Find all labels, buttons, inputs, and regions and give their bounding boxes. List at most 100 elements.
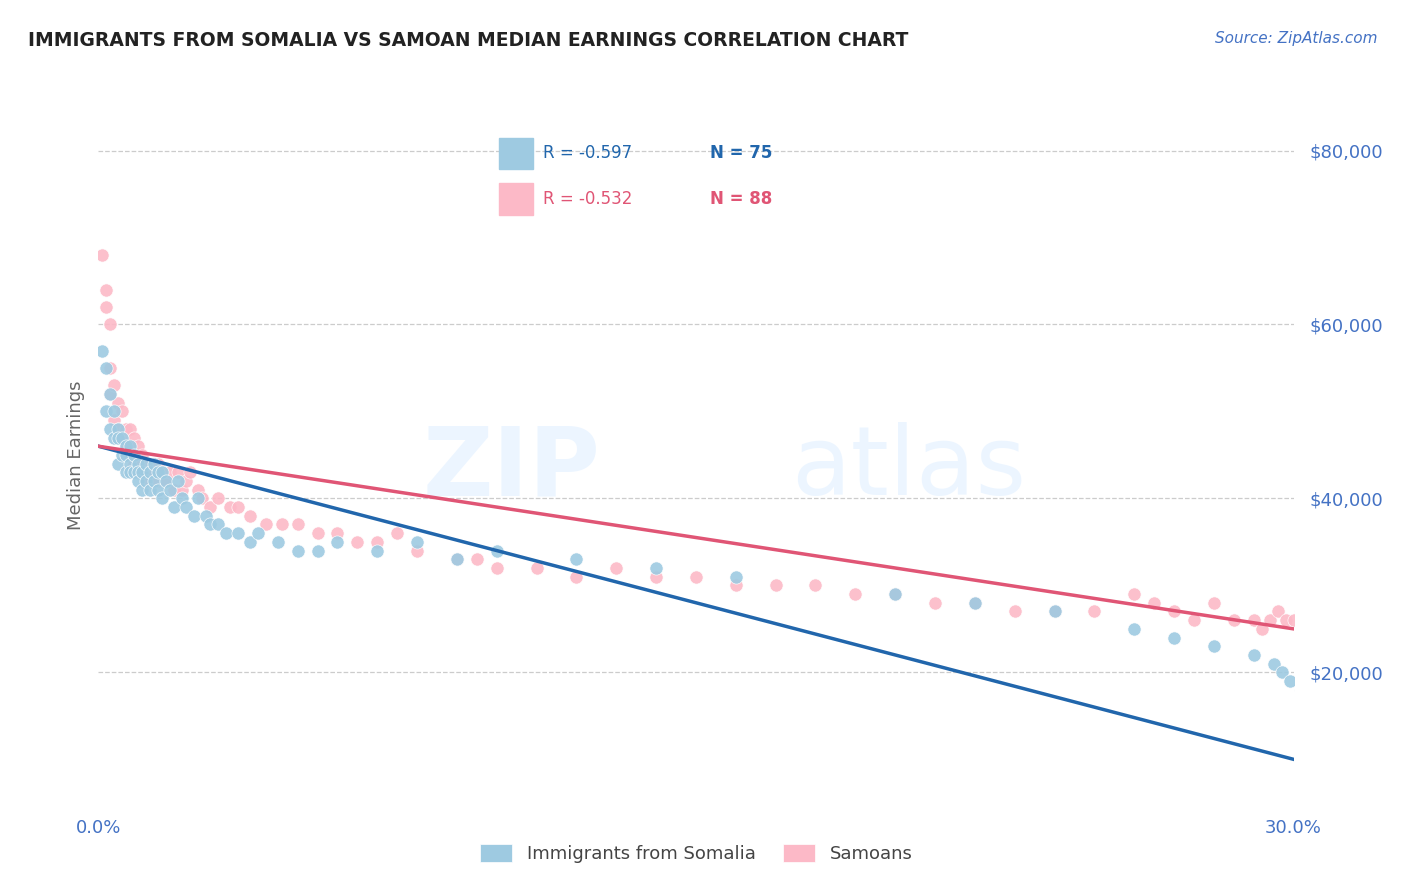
Point xyxy=(135,474,157,488)
Point xyxy=(127,457,149,471)
Point xyxy=(605,561,627,575)
Point xyxy=(724,578,747,592)
Point xyxy=(198,517,221,532)
Point xyxy=(1182,613,1205,627)
Point xyxy=(111,404,134,418)
Point xyxy=(270,517,292,532)
Point xyxy=(287,517,309,532)
Point xyxy=(226,500,249,514)
Point xyxy=(103,404,125,418)
Point xyxy=(107,430,129,444)
Point xyxy=(155,474,177,488)
Point xyxy=(1282,613,1305,627)
Point xyxy=(91,248,114,262)
Point xyxy=(1202,639,1225,653)
Point xyxy=(1298,613,1320,627)
Point xyxy=(765,578,787,592)
Point xyxy=(1163,631,1185,645)
Point xyxy=(254,517,277,532)
Point xyxy=(406,543,429,558)
Point xyxy=(1123,622,1146,636)
Point xyxy=(167,466,190,480)
Point xyxy=(139,466,162,480)
Point xyxy=(1083,605,1105,619)
Point xyxy=(124,430,146,444)
Point xyxy=(1258,613,1281,627)
Point xyxy=(1004,605,1026,619)
Point xyxy=(1250,622,1272,636)
Point xyxy=(143,457,166,471)
Point xyxy=(1202,596,1225,610)
Point xyxy=(385,526,409,541)
Point xyxy=(172,483,194,497)
Point xyxy=(565,570,588,584)
Point xyxy=(191,491,214,506)
Point xyxy=(246,526,269,541)
Point xyxy=(155,474,177,488)
Point xyxy=(103,430,125,444)
Point xyxy=(346,534,368,549)
Point xyxy=(127,439,149,453)
Point xyxy=(115,422,138,436)
Point xyxy=(884,587,907,601)
Point xyxy=(91,343,114,358)
Text: ZIP: ZIP xyxy=(422,422,600,516)
Point xyxy=(96,283,118,297)
Point xyxy=(163,500,186,514)
Point xyxy=(267,534,290,549)
Point xyxy=(174,474,197,488)
Point xyxy=(179,466,201,480)
Point xyxy=(135,474,157,488)
Point xyxy=(98,387,122,401)
Point xyxy=(148,457,170,471)
Point xyxy=(366,543,388,558)
Point xyxy=(120,422,142,436)
Point xyxy=(131,466,153,480)
Point xyxy=(111,430,134,444)
Point xyxy=(143,474,166,488)
Point xyxy=(307,526,329,541)
Point xyxy=(120,448,142,462)
Point xyxy=(107,422,129,436)
Point xyxy=(446,552,468,566)
Point xyxy=(207,517,229,532)
Point xyxy=(98,422,122,436)
Point xyxy=(139,466,162,480)
Point xyxy=(1315,622,1337,636)
Point xyxy=(135,457,157,471)
Point xyxy=(174,500,197,514)
Text: Source: ZipAtlas.com: Source: ZipAtlas.com xyxy=(1215,31,1378,46)
Point xyxy=(148,466,170,480)
Point xyxy=(239,508,262,523)
Point xyxy=(124,466,146,480)
Point xyxy=(645,561,668,575)
Point xyxy=(239,534,262,549)
Point xyxy=(131,483,153,497)
Point xyxy=(1043,605,1066,619)
Point xyxy=(446,552,468,566)
Point xyxy=(565,552,588,566)
Point xyxy=(135,457,157,471)
Point xyxy=(963,596,986,610)
Point xyxy=(103,413,125,427)
Point xyxy=(1143,596,1166,610)
Point xyxy=(163,483,186,497)
Point xyxy=(963,596,986,610)
Point xyxy=(1291,682,1313,697)
Point xyxy=(1123,587,1146,601)
Point xyxy=(103,378,125,392)
Point xyxy=(804,578,827,592)
Point xyxy=(120,466,142,480)
Point xyxy=(465,552,488,566)
Point xyxy=(1322,717,1344,731)
Point xyxy=(107,396,129,410)
Point xyxy=(198,500,221,514)
Point xyxy=(1291,605,1313,619)
Point xyxy=(485,561,508,575)
Point xyxy=(159,483,181,497)
Point xyxy=(1243,648,1265,662)
Legend: Immigrants from Somalia, Samoans: Immigrants from Somalia, Samoans xyxy=(472,837,920,871)
Point xyxy=(1271,665,1294,680)
Point xyxy=(685,570,707,584)
Point xyxy=(1243,613,1265,627)
